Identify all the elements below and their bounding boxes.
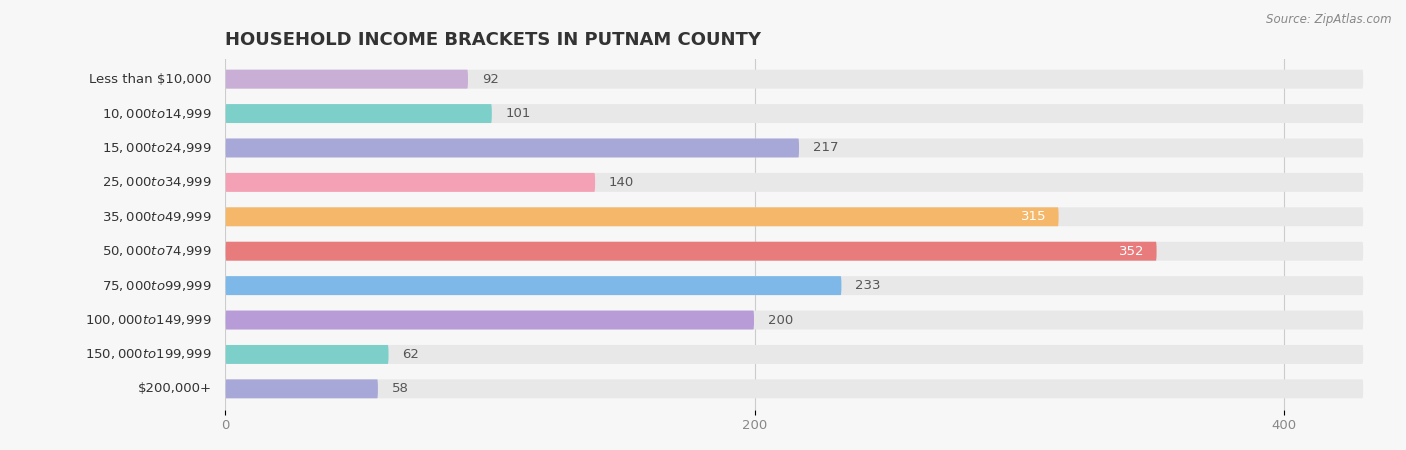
- FancyBboxPatch shape: [225, 173, 595, 192]
- FancyBboxPatch shape: [225, 139, 1364, 158]
- Text: 233: 233: [855, 279, 880, 292]
- Text: $200,000+: $200,000+: [138, 382, 212, 396]
- FancyBboxPatch shape: [225, 242, 1157, 261]
- Text: 101: 101: [506, 107, 531, 120]
- FancyBboxPatch shape: [225, 276, 1364, 295]
- Text: 140: 140: [609, 176, 634, 189]
- Text: $100,000 to $149,999: $100,000 to $149,999: [86, 313, 212, 327]
- Text: $10,000 to $14,999: $10,000 to $14,999: [103, 107, 212, 121]
- FancyBboxPatch shape: [225, 70, 1364, 89]
- FancyBboxPatch shape: [225, 276, 841, 295]
- FancyBboxPatch shape: [225, 310, 1364, 329]
- FancyBboxPatch shape: [225, 379, 378, 398]
- FancyBboxPatch shape: [225, 207, 1364, 226]
- Text: $75,000 to $99,999: $75,000 to $99,999: [103, 279, 212, 292]
- FancyBboxPatch shape: [225, 104, 1364, 123]
- Text: $25,000 to $34,999: $25,000 to $34,999: [103, 176, 212, 189]
- FancyBboxPatch shape: [225, 70, 468, 89]
- Text: $35,000 to $49,999: $35,000 to $49,999: [103, 210, 212, 224]
- FancyBboxPatch shape: [225, 104, 492, 123]
- Text: 62: 62: [402, 348, 419, 361]
- Text: $15,000 to $24,999: $15,000 to $24,999: [103, 141, 212, 155]
- FancyBboxPatch shape: [225, 139, 799, 158]
- Text: 58: 58: [392, 382, 409, 396]
- Text: $150,000 to $199,999: $150,000 to $199,999: [86, 347, 212, 361]
- Text: 92: 92: [482, 72, 499, 86]
- Text: Source: ZipAtlas.com: Source: ZipAtlas.com: [1267, 14, 1392, 27]
- FancyBboxPatch shape: [225, 379, 1364, 398]
- FancyBboxPatch shape: [225, 345, 1364, 364]
- FancyBboxPatch shape: [225, 310, 754, 329]
- Text: $50,000 to $74,999: $50,000 to $74,999: [103, 244, 212, 258]
- Text: HOUSEHOLD INCOME BRACKETS IN PUTNAM COUNTY: HOUSEHOLD INCOME BRACKETS IN PUTNAM COUN…: [225, 31, 761, 49]
- Text: 217: 217: [813, 141, 838, 154]
- Text: 352: 352: [1119, 245, 1144, 258]
- FancyBboxPatch shape: [225, 345, 388, 364]
- FancyBboxPatch shape: [225, 173, 1364, 192]
- FancyBboxPatch shape: [225, 207, 1059, 226]
- FancyBboxPatch shape: [225, 242, 1364, 261]
- Text: 315: 315: [1021, 210, 1046, 223]
- Text: 200: 200: [768, 314, 793, 327]
- Text: Less than $10,000: Less than $10,000: [89, 72, 212, 86]
